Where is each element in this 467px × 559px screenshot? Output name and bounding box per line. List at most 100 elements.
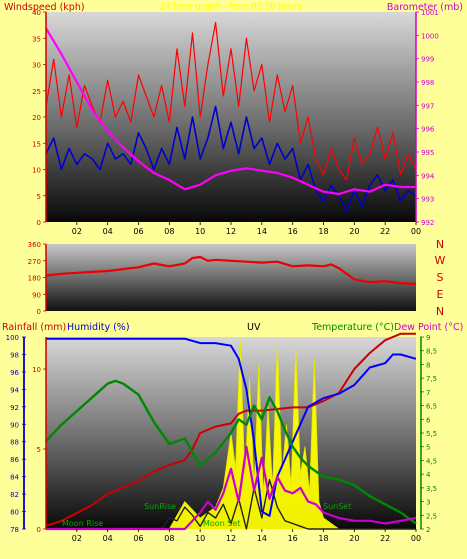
x-tick-label: 00	[411, 534, 421, 543]
windspeed-tick-label: 35	[32, 35, 41, 43]
x-tick-label: 08	[164, 227, 174, 236]
humidity-tick-label: 82	[10, 491, 19, 499]
uv-axis-title: UV	[247, 322, 261, 333]
humidity-tick-label: 88	[10, 439, 19, 447]
x-tick-label: 22	[380, 534, 390, 543]
humidity-tick-label: 92	[10, 404, 19, 412]
temperature-tick-label: 2,5	[426, 512, 437, 520]
x-tick-label: 12	[226, 227, 236, 236]
x-tick-label: 14	[257, 227, 267, 236]
temperature-tick-label: 5,5	[426, 430, 437, 438]
x-tick-label: 16	[288, 227, 298, 236]
temperature-tick-label: 6,5	[426, 403, 437, 411]
windspeed-tick-label: 40	[32, 9, 41, 17]
temperature-tick-label: 3	[426, 499, 430, 507]
temperature-line	[45, 379, 417, 525]
x-tick-label: 18	[318, 227, 328, 236]
rainfall-line	[45, 332, 416, 527]
wind-direction-line	[45, 255, 417, 286]
x-tick-label: 14	[257, 534, 267, 543]
barometer-tick-label: 996	[421, 126, 435, 134]
wind-gust-line	[45, 21, 417, 181]
windspeed-tick-label: 20	[32, 114, 41, 122]
humidity-tick-label: 98	[10, 351, 19, 359]
annotation-moon-set: Moon Set	[203, 519, 240, 528]
compass-label-n: N	[436, 305, 444, 318]
rainfall-tick-label: 10	[32, 366, 41, 374]
windspeed-tick-label: 30	[32, 62, 41, 70]
humidity-tick-label: 94	[10, 386, 19, 394]
temperature-tick-label: 9	[426, 334, 430, 342]
x-tick-label: 10	[195, 534, 205, 543]
x-tick-label: 20	[349, 227, 359, 236]
wind-plot-area	[46, 12, 416, 222]
humidity-tick-label: 78	[10, 526, 19, 534]
barometer-tick-label: 992	[421, 219, 434, 227]
dew-point-axis-title: Dew Point (°C)	[394, 322, 463, 333]
windspeed-tick-label: 0	[37, 219, 41, 227]
direction-tick-label: 90	[32, 291, 41, 299]
x-tick-label: 02	[72, 227, 82, 236]
chart-header-title: 24 hour graph - from 00:00 hours	[160, 2, 303, 12]
rainfall-tick-label: 5	[37, 446, 41, 454]
x-tick-label: 04	[103, 534, 113, 543]
humidity-line	[46, 337, 417, 517]
barometer-tick-label: 1000	[421, 32, 439, 40]
temperature-tick-label: 7,5	[426, 375, 437, 383]
direction-tick-label: 0	[37, 308, 41, 316]
barometer-line	[45, 27, 416, 196]
direction-tick-label: 180	[28, 275, 41, 283]
temperature-tick-label: 8,5	[426, 348, 437, 356]
windspeed-tick-label: 15	[32, 140, 41, 148]
x-tick-label: 04	[103, 227, 113, 236]
humidity-tick-label: 84	[10, 474, 19, 482]
x-tick-label: 16	[288, 534, 298, 543]
compass-label-n: N	[436, 238, 444, 251]
barometer-tick-label: 997	[421, 102, 434, 110]
x-tick-label: 00	[411, 227, 421, 236]
rainfall-axis-title: Rainfall (mm)	[2, 322, 66, 333]
x-tick-label: 12	[226, 534, 236, 543]
temperature-axis-title: Temperature (°C)	[311, 322, 394, 333]
compass-label-e: E	[437, 288, 444, 301]
windspeed-tick-label: 10	[32, 167, 41, 175]
temperature-tick-label: 6	[426, 416, 431, 424]
annotation-sunset: SunSet	[323, 502, 351, 511]
compass-label-s: S	[437, 271, 444, 284]
x-tick-label: 20	[349, 534, 359, 543]
compass-label-w: W	[435, 254, 446, 267]
temperature-tick-label: 4	[426, 471, 431, 479]
direction-tick-label: 360	[28, 241, 41, 249]
windspeed-tick-label: 25	[32, 88, 41, 96]
humidity-tick-label: 80	[10, 509, 19, 517]
barometer-tick-label: 998	[421, 79, 434, 87]
x-tick-label: 08	[164, 534, 174, 543]
x-tick-label: 06	[133, 534, 143, 543]
rainfall-tick-label: 0	[37, 526, 41, 534]
annotation-moon-rise: Moon Rise	[62, 519, 103, 528]
temperature-tick-label: 8	[426, 361, 430, 369]
barometer-axis-title: Barometer (mb)	[387, 2, 463, 13]
solar-line	[46, 478, 416, 530]
barometer-tick-label: 1001	[421, 9, 439, 17]
uv-line	[46, 339, 416, 530]
temperature-tick-label: 7	[426, 389, 430, 397]
humidity-tick-label: 96	[10, 369, 19, 377]
temperature-tick-label: 2	[426, 526, 430, 534]
x-tick-label: 18	[318, 534, 328, 543]
windspeed-tick-label: 5	[37, 193, 41, 201]
direction-tick-label: 270	[28, 258, 41, 266]
barometer-tick-label: 993	[421, 196, 434, 204]
humidity-tick-label: 100	[6, 334, 19, 342]
direction-plot-area	[46, 244, 416, 311]
wind-average-line	[45, 105, 417, 213]
x-tick-label: 02	[72, 534, 82, 543]
x-tick-label: 06	[133, 227, 143, 236]
temperature-tick-label: 5	[426, 444, 430, 452]
humidity-axis-title: Humidity (%)	[67, 322, 130, 333]
windspeed-axis-title: Windspeed (kph)	[4, 2, 85, 13]
barometer-tick-label: 999	[421, 56, 434, 64]
temperature-tick-label: 4,5	[426, 457, 437, 465]
